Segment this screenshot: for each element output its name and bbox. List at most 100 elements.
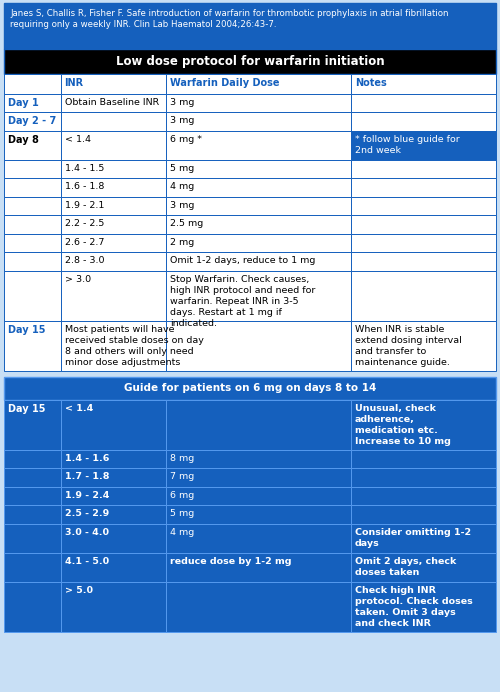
Text: 4 mg: 4 mg: [170, 183, 194, 192]
Bar: [166, 487, 351, 505]
Text: Warfarin Daily Dose: Warfarin Daily Dose: [170, 78, 280, 88]
Bar: [4, 94, 60, 113]
Bar: [166, 553, 351, 582]
Text: 2.5 mg: 2.5 mg: [170, 219, 203, 228]
Bar: [166, 197, 351, 215]
Bar: [351, 487, 496, 505]
Text: > 5.0: > 5.0: [64, 586, 92, 595]
Bar: [4, 74, 60, 94]
Text: reduce dose by 1-2 mg: reduce dose by 1-2 mg: [170, 557, 292, 566]
Bar: [60, 271, 166, 321]
Bar: [351, 271, 496, 321]
Bar: [60, 215, 166, 234]
Bar: [60, 179, 166, 197]
Bar: [4, 582, 60, 632]
Bar: [166, 321, 351, 371]
Text: * follow blue guide for
2nd week: * follow blue guide for 2nd week: [355, 135, 460, 155]
Bar: [4, 505, 60, 524]
Text: 2.2 - 2.5: 2.2 - 2.5: [64, 219, 104, 228]
Bar: [4, 321, 60, 371]
Text: 7 mg: 7 mg: [170, 473, 194, 482]
Bar: [60, 487, 166, 505]
Text: 3 mg: 3 mg: [170, 201, 194, 210]
Bar: [166, 234, 351, 253]
Bar: [4, 215, 60, 234]
Bar: [351, 131, 496, 160]
Bar: [60, 234, 166, 253]
Text: 4 mg: 4 mg: [170, 528, 194, 537]
Text: Check high INR
protocol. Check doses
taken. Omit 3 days
and check INR: Check high INR protocol. Check doses tak…: [355, 586, 472, 628]
Bar: [60, 400, 166, 450]
Bar: [60, 253, 166, 271]
Bar: [166, 505, 351, 524]
Bar: [60, 113, 166, 131]
Text: 1.4 - 1.5: 1.4 - 1.5: [64, 164, 104, 173]
Bar: [4, 450, 60, 468]
Bar: [166, 94, 351, 113]
Bar: [4, 271, 60, 321]
Text: Unusual, check
adherence,
medication etc.
Increase to 10 mg: Unusual, check adherence, medication etc…: [355, 404, 450, 446]
Bar: [351, 450, 496, 468]
Bar: [4, 49, 496, 74]
Text: Omit 1-2 days, reduce to 1 mg: Omit 1-2 days, reduce to 1 mg: [170, 257, 316, 266]
Bar: [351, 197, 496, 215]
Bar: [166, 74, 351, 94]
Bar: [4, 377, 496, 400]
Bar: [351, 234, 496, 253]
Bar: [4, 179, 60, 197]
Text: Stop Warfarin. Check causes,
high INR protocol and need for
warfarin. Repeat INR: Stop Warfarin. Check causes, high INR pr…: [170, 275, 316, 329]
Bar: [4, 553, 60, 582]
Text: Day 8: Day 8: [8, 135, 39, 145]
Bar: [351, 321, 496, 371]
Text: 3.0 - 4.0: 3.0 - 4.0: [64, 528, 108, 537]
Bar: [60, 321, 166, 371]
Bar: [166, 524, 351, 553]
Bar: [60, 74, 166, 94]
Text: 1.9 - 2.4: 1.9 - 2.4: [64, 491, 109, 500]
Bar: [351, 400, 496, 450]
Bar: [166, 450, 351, 468]
Bar: [4, 234, 60, 253]
Text: 1.4 - 1.6: 1.4 - 1.6: [64, 454, 109, 463]
Bar: [351, 74, 496, 94]
Text: Day 15: Day 15: [8, 404, 46, 414]
Text: INR: INR: [64, 78, 84, 88]
Text: 5 mg: 5 mg: [170, 509, 194, 518]
Bar: [166, 253, 351, 271]
Text: 1.9 - 2.1: 1.9 - 2.1: [64, 201, 104, 210]
Bar: [4, 524, 60, 553]
Text: Omit 2 days, check
doses taken: Omit 2 days, check doses taken: [355, 557, 456, 577]
Bar: [166, 468, 351, 487]
Bar: [60, 160, 166, 179]
Bar: [4, 3, 496, 49]
Text: Obtain Baseline INR: Obtain Baseline INR: [64, 98, 159, 107]
Bar: [351, 160, 496, 179]
Bar: [351, 468, 496, 487]
Bar: [60, 582, 166, 632]
Text: When INR is stable
extend dosing interval
and transfer to
maintenance guide.: When INR is stable extend dosing interva…: [355, 325, 462, 367]
Bar: [4, 487, 60, 505]
Bar: [60, 94, 166, 113]
Bar: [166, 582, 351, 632]
Bar: [60, 197, 166, 215]
Bar: [351, 215, 496, 234]
Bar: [166, 113, 351, 131]
Bar: [60, 450, 166, 468]
Text: Day 15: Day 15: [8, 325, 46, 335]
Bar: [351, 94, 496, 113]
Bar: [60, 505, 166, 524]
Text: 6 mg: 6 mg: [170, 491, 194, 500]
Bar: [351, 179, 496, 197]
Bar: [60, 131, 166, 160]
Bar: [166, 179, 351, 197]
Text: < 1.4: < 1.4: [64, 404, 93, 413]
Text: < 1.4: < 1.4: [64, 135, 90, 144]
Bar: [4, 160, 60, 179]
Text: 3 mg: 3 mg: [170, 116, 194, 125]
Text: 2.8 - 3.0: 2.8 - 3.0: [64, 257, 104, 266]
Bar: [60, 553, 166, 582]
Bar: [60, 524, 166, 553]
Text: Day 2 - 7: Day 2 - 7: [8, 116, 56, 127]
Bar: [166, 271, 351, 321]
Text: Low dose protocol for warfarin initiation: Low dose protocol for warfarin initiatio…: [116, 55, 384, 68]
